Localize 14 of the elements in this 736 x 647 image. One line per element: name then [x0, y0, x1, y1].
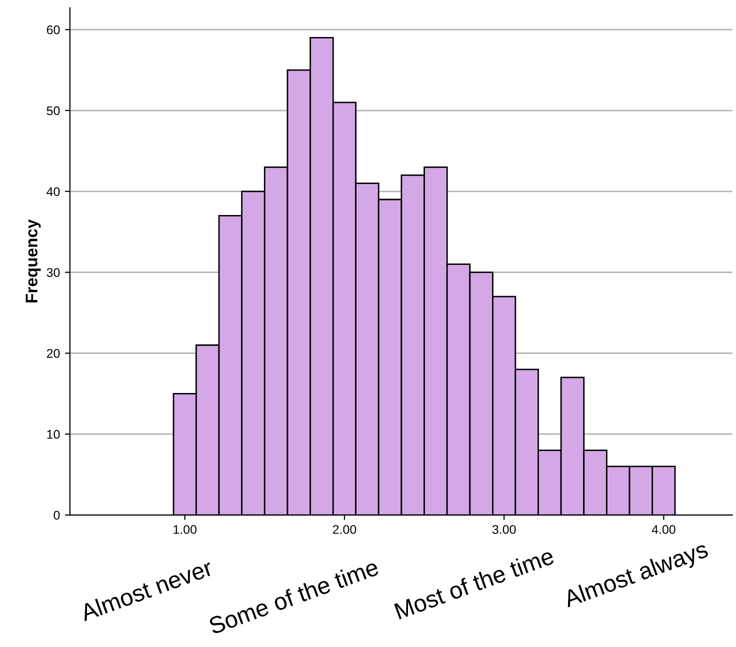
x-tick-label: 2.00 [332, 525, 356, 534]
text: Almost always [562, 540, 710, 612]
y-tick-label: 40 [46, 187, 60, 196]
y-tick-label: 60 [46, 25, 60, 34]
x-tick-label: 1.00 [174, 525, 197, 534]
y-tick-label: 0 [54, 510, 60, 520]
y-tick-label: 10 [47, 430, 60, 439]
x-tick-label: 3.00 [492, 525, 516, 534]
y-tick-label: 20 [46, 349, 60, 358]
y-tick-label: 50 [46, 106, 60, 116]
y-tick-label: 30 [46, 268, 60, 277]
x-tick-label: 4.00 [652, 525, 676, 534]
text: Most of the time [394, 546, 555, 620]
y-axis-title: Frequency [26, 219, 41, 302]
